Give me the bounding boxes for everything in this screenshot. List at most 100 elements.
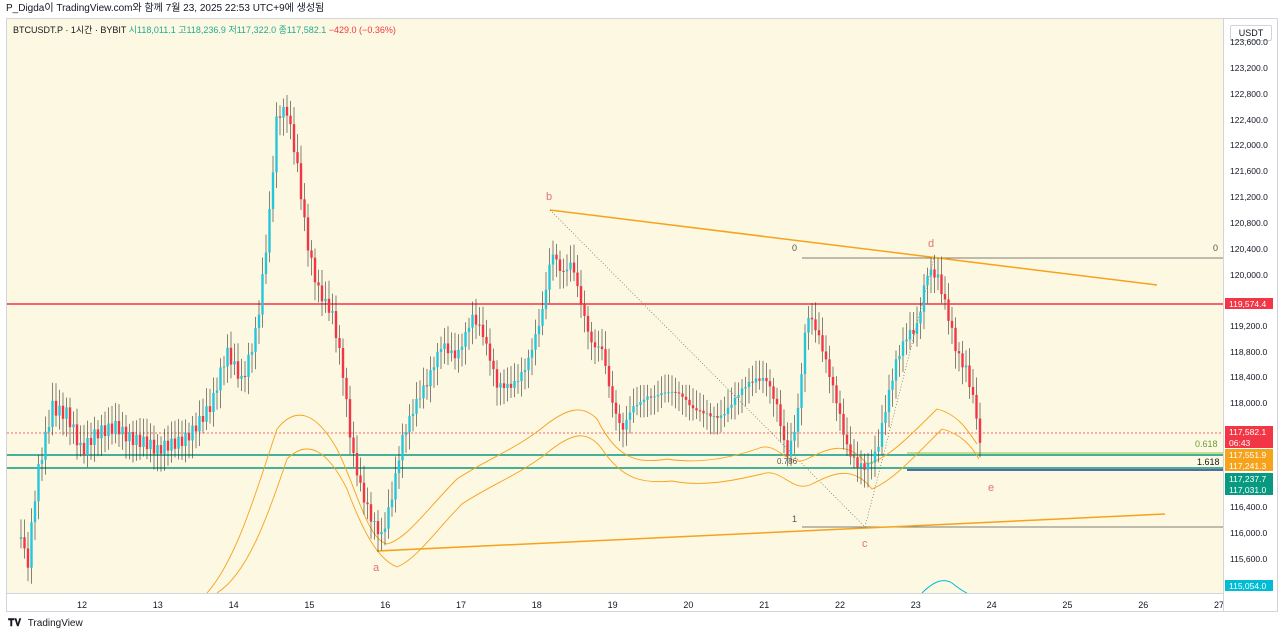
- candle-body: [334, 311, 338, 338]
- candle-body: [803, 332, 807, 375]
- candle-body: [499, 383, 502, 388]
- candle-body: [516, 381, 520, 383]
- candle-body: [614, 402, 618, 414]
- currency-button[interactable]: USDT: [1230, 25, 1272, 41]
- candle-body: [733, 397, 737, 405]
- candle-body: [142, 436, 145, 447]
- candle-body: [754, 378, 758, 383]
- footer: 𝐓𝐕 TradingView: [0, 612, 1280, 635]
- candle-body: [348, 399, 352, 438]
- fib-label-0618: 0.618: [1195, 439, 1218, 449]
- candle-body: [611, 386, 614, 403]
- candle-body: [597, 346, 600, 348]
- price-tick-label: 115,600.0: [1230, 554, 1267, 564]
- candle-body: [607, 365, 611, 387]
- price-tick-label: 116,400.0: [1230, 502, 1267, 512]
- candle-body: [502, 383, 506, 389]
- candle-body: [698, 410, 702, 412]
- price-badge: 119,574.4: [1225, 298, 1273, 309]
- candle-body: [943, 294, 947, 300]
- candle-body: [278, 116, 282, 118]
- candle-body: [54, 400, 58, 416]
- fib-label-0786: 0.786: [777, 457, 798, 466]
- candle-body: [47, 427, 51, 432]
- b-c-dotted-line: [549, 209, 866, 528]
- candle-body: [250, 351, 254, 355]
- candle-body: [926, 275, 929, 286]
- candle-body: [26, 548, 30, 568]
- candle-body: [821, 335, 824, 352]
- time-axis[interactable]: 12 13 14 15 16 17 18 19 20 21 22 23 24 25 26 27: [7, 593, 1224, 611]
- candle-body: [922, 285, 926, 312]
- candle-body: [488, 343, 492, 361]
- price-tick-label: 123,200.0: [1230, 63, 1268, 73]
- symbol-legend[interactable]: BTCUSDT.P · 1시간 · BYBIT 시118,011.1 고118,…: [13, 23, 396, 36]
- wave-label-d: d: [928, 238, 934, 250]
- price-badge-label: 117,031.0: [1229, 485, 1266, 495]
- candle-body: [226, 347, 229, 367]
- time-tick-label: 23: [911, 600, 921, 610]
- candle-body: [730, 404, 733, 408]
- candle-body: [271, 172, 275, 210]
- candle-body: [107, 423, 110, 437]
- candle-body: [485, 337, 488, 344]
- ohlc-low: 저117,322.0: [228, 25, 277, 35]
- candle-body: [555, 254, 558, 260]
- fib-label-1618: 1.618: [1197, 457, 1220, 467]
- candle-body: [82, 442, 86, 456]
- candle-body: [772, 386, 775, 399]
- candle-body: [117, 420, 121, 435]
- candle-body: [492, 360, 495, 370]
- ohlc-high: 고118,236.9: [178, 25, 226, 35]
- candle-body: [152, 439, 156, 454]
- candle-body: [670, 391, 674, 393]
- price-tick-label: 123,600.0: [1230, 37, 1268, 47]
- upper-trendline: [549, 209, 1158, 286]
- candle-body: [198, 415, 201, 432]
- price-badge: 117,551.9: [1225, 449, 1273, 460]
- price-tick-label: 118,800.0: [1230, 347, 1267, 357]
- candle-body: [534, 334, 537, 350]
- chart-frame: a b c d e 0 0 1 0.618 1.618 0.786 BTCUSD…: [6, 18, 1278, 612]
- candle-body: [432, 367, 436, 371]
- candle-body: [180, 436, 184, 446]
- candle-body: [177, 436, 180, 449]
- time-tick-label: 13: [153, 600, 163, 610]
- candle-body: [751, 381, 754, 383]
- candle-body: [145, 436, 149, 450]
- time-tick-label: 24: [987, 600, 997, 610]
- price-axis[interactable]: USDT 123,600.0 123,200.0 122,800.0 122,400.…: [1223, 19, 1277, 611]
- candle-body: [128, 432, 131, 442]
- chart-plot-area[interactable]: a b c d e 0 0 1 0.618 1.618 0.786 BTCUSD…: [7, 19, 1223, 594]
- candle-body: [824, 351, 828, 360]
- price-badge: 06:43: [1225, 437, 1273, 448]
- candle-body: [383, 528, 387, 532]
- candle-body: [131, 432, 135, 446]
- candle-body: [975, 394, 978, 419]
- candle-body: [632, 406, 635, 413]
- candle-body: [852, 456, 856, 458]
- candle-body: [765, 377, 768, 382]
- candle-body: [89, 437, 93, 445]
- candle-body: [957, 351, 961, 354]
- candle-body: [303, 199, 306, 218]
- candle-body: [352, 437, 355, 453]
- candle-body: [964, 365, 968, 368]
- candle-body: [495, 369, 499, 388]
- time-tick-label: 20: [683, 600, 693, 610]
- price-badge: 117,582.1: [1225, 426, 1273, 437]
- envelope-band-lower: [216, 428, 980, 594]
- candle-body: [604, 349, 607, 366]
- candle-body: [520, 372, 523, 382]
- candle-body: [744, 387, 747, 389]
- candle-body: [919, 311, 922, 324]
- time-tick-label: 17: [456, 600, 466, 610]
- candle-body: [527, 357, 530, 371]
- candle-body: [905, 339, 908, 342]
- candle-body: [747, 381, 751, 388]
- candle-body: [436, 352, 439, 368]
- candle-body: [800, 374, 803, 408]
- candle-body: [285, 106, 289, 116]
- candle-body: [712, 416, 716, 418]
- candle-body: [191, 425, 194, 441]
